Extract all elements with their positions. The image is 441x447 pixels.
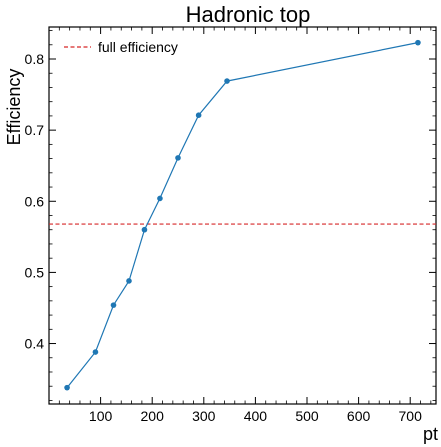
x-tick-label: 300 — [192, 408, 216, 424]
tick-labels-layer: 100 200 300 400 500 600 700 0.4 0.5 0.6 0.7 0.8 — [25, 51, 423, 424]
data-point — [64, 384, 70, 391]
plot-frame — [48, 26, 437, 405]
x-tick-label: 500 — [295, 408, 319, 424]
x-tick-label: 200 — [141, 408, 165, 424]
data-point — [92, 349, 99, 355]
x-axis-label: pt — [423, 424, 438, 444]
data-point — [126, 278, 132, 284]
legend: full efficiency — [64, 39, 178, 55]
chart-title: Hadronic top — [186, 2, 311, 27]
data-point — [195, 112, 202, 119]
data-point — [415, 39, 421, 46]
y-axis-label: Efficiency — [4, 69, 24, 146]
data-point — [224, 78, 230, 84]
y-tick-label: 0.4 — [25, 336, 45, 352]
y-tick-label: 0.7 — [25, 122, 45, 138]
y-tick-label: 0.8 — [25, 51, 45, 67]
series-layer — [64, 39, 421, 391]
x-tick-label: 400 — [244, 408, 268, 424]
x-tick-label: 100 — [89, 408, 113, 424]
data-point — [157, 195, 163, 202]
data-point — [141, 226, 148, 233]
data-point — [175, 155, 181, 161]
x-tick-label: 700 — [399, 408, 423, 424]
y-tick-label: 0.5 — [25, 264, 45, 280]
legend-label: full efficiency — [98, 39, 178, 55]
ticks-layer — [49, 27, 436, 404]
y-tick-label: 0.6 — [25, 193, 45, 209]
data-point — [110, 302, 117, 308]
x-tick-label: 600 — [347, 408, 371, 424]
series-line — [66, 42, 419, 388]
